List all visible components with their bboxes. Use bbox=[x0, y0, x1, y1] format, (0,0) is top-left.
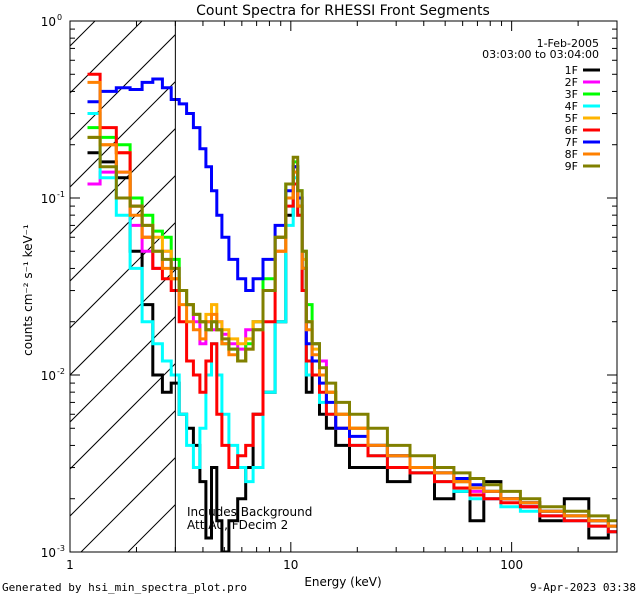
hatch-line bbox=[70, 33, 176, 141]
chart-title: Count Spectra for RHESSI Front Segments bbox=[196, 3, 490, 19]
y-tick-label: 10 bbox=[41, 192, 56, 206]
hatch-line bbox=[70, 221, 176, 329]
footer-generated-by: Generated by hsi_min_spectra_plot.pro bbox=[2, 581, 248, 594]
legend-label-7f: 7F bbox=[565, 136, 578, 149]
legend-label-5f: 5F bbox=[565, 112, 578, 125]
legend-label-8f: 8F bbox=[565, 148, 578, 161]
legend-label-4f: 4F bbox=[565, 100, 578, 113]
hatch-line bbox=[0, 0, 70, 552]
hatch-line bbox=[70, 409, 176, 517]
attenuator-note: Att A0, FDecim 2 bbox=[187, 518, 288, 532]
series-line-2f bbox=[87, 170, 617, 534]
series-line-4f bbox=[87, 112, 617, 534]
series-line-8f bbox=[87, 80, 617, 528]
x-axis-label: Energy (keV) bbox=[304, 575, 381, 589]
x-tick-label: 100 bbox=[500, 558, 523, 572]
y-tick-label: 10 bbox=[41, 369, 56, 383]
series-line-9f bbox=[87, 135, 617, 523]
plot-frame bbox=[69, 20, 618, 553]
series-line-1f bbox=[87, 151, 617, 552]
hatch-line bbox=[127, 503, 176, 552]
legend-label-3f: 3F bbox=[565, 88, 578, 101]
background-note: Includes Background bbox=[187, 505, 312, 519]
legend-label-2f: 2F bbox=[565, 76, 578, 89]
y-tick-exponent: 0 bbox=[57, 13, 62, 22]
hatch-line bbox=[70, 127, 176, 235]
legend-label-9f: 9F bbox=[565, 160, 578, 173]
y-tick-label: 10 bbox=[41, 546, 56, 560]
footer-timestamp: 9-Apr-2023 03:38 bbox=[530, 581, 636, 594]
hatch-line bbox=[598, 0, 640, 552]
hatch-line bbox=[410, 0, 640, 552]
hatch-line bbox=[70, 362, 176, 470]
series-layer bbox=[87, 72, 617, 552]
y-tick-exponent: -1 bbox=[57, 190, 65, 199]
time-range: 03:03:00 to 03:04:00 bbox=[482, 48, 599, 61]
legend-label-1f: 1F bbox=[565, 64, 578, 77]
series-line-6f bbox=[87, 72, 617, 534]
series-line-7f bbox=[87, 77, 617, 528]
hatch-line bbox=[70, 21, 143, 94]
hatch-line bbox=[70, 174, 176, 282]
y-tick-exponent: -2 bbox=[57, 367, 65, 376]
hatch-line bbox=[70, 315, 176, 423]
y-tick-label: 10 bbox=[41, 15, 56, 29]
x-tick-label: 1 bbox=[66, 558, 74, 572]
hatch-line bbox=[80, 456, 176, 552]
y-tick-exponent: -3 bbox=[57, 544, 65, 553]
x-tick-label: 10 bbox=[283, 558, 298, 572]
y-axis-label: counts cm⁻² s⁻¹ keV⁻¹ bbox=[21, 224, 35, 356]
legend-label-6f: 6F bbox=[565, 124, 578, 137]
hatch-line bbox=[457, 0, 640, 552]
observation-date: 1-Feb-2005 bbox=[537, 37, 599, 50]
